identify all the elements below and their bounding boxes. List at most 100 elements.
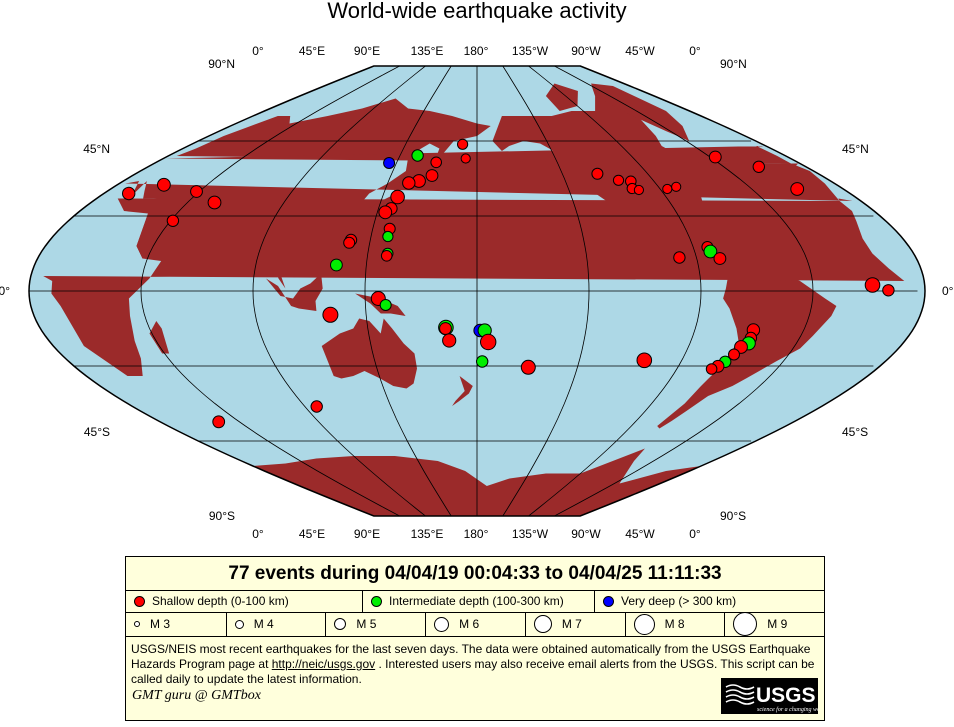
earthquake-marker	[322, 306, 339, 323]
earthquake-marker	[882, 284, 895, 297]
lat-label-left: 45°N	[83, 142, 110, 156]
earthquake-marker	[378, 205, 393, 220]
earthquake-marker	[190, 185, 203, 198]
earthquake-marker	[411, 149, 424, 162]
earthquake-marker	[442, 333, 457, 348]
lat-label-left: 0°	[0, 284, 10, 298]
map-frame	[28, 65, 926, 517]
lon-label-top: 90°W	[571, 44, 601, 58]
magnitude-circle-icon	[533, 615, 552, 633]
legend-intermediate-label: Intermediate depth (100-300 km)	[389, 594, 564, 608]
magnitude-legend-item: M 7	[524, 612, 625, 636]
lon-label-bottom: 135°W	[512, 527, 549, 541]
earthquake-marker	[439, 322, 452, 335]
magnitude-circle-icon	[633, 613, 655, 635]
lon-label-bottom: 0°	[252, 527, 264, 541]
earthquake-marker	[166, 214, 180, 228]
earthquake-marker	[383, 157, 396, 169]
lon-label-bottom: 90°E	[354, 527, 380, 541]
earthquake-marker	[310, 400, 323, 413]
lon-label-top: 90°E	[354, 44, 380, 58]
magnitude-label: M 6	[459, 617, 480, 631]
earthquake-marker	[673, 251, 686, 264]
event-summary: 77 events during 04/04/19 00:04:33 to 04…	[126, 557, 824, 591]
magnitude-circle-icon	[234, 619, 244, 629]
magnitude-label: M 7	[561, 617, 582, 631]
credit-line: GMT guru @ GMTbox	[132, 688, 261, 703]
magnitude-circle-icon	[434, 616, 450, 632]
land-africa	[43, 198, 905, 376]
land-borneo-sumatra	[266, 273, 323, 311]
legend-shallow: Shallow depth (0-100 km)	[126, 590, 362, 612]
note-text-2: . Interested users may also receive emai…	[131, 657, 815, 686]
earthquake-marker	[671, 181, 682, 192]
earthquake-marker	[480, 333, 497, 351]
land-uk	[165, 146, 799, 166]
lat-label-right: 45°N	[842, 142, 869, 156]
lat-label-left: 90°N	[208, 57, 235, 71]
magnitude-legend-item: M 8	[624, 612, 725, 636]
earthquake-marker	[390, 189, 405, 205]
lon-label-bottom: 0°	[689, 527, 701, 541]
land-greenland	[591, 83, 690, 141]
lon-label-bottom: 90°W	[571, 527, 601, 541]
legend-intermediate: Intermediate depth (100-300 km)	[362, 590, 594, 612]
usgs-logo-tagline: science for a changing world	[757, 706, 818, 713]
lon-label-top: 0°	[689, 44, 701, 58]
earthquake-marker	[457, 138, 469, 150]
magnitude-legend-item: M 5	[325, 612, 425, 636]
legend-deep: Very deep (> 300 km)	[594, 590, 824, 612]
lon-label-top: 180°	[464, 44, 489, 58]
lon-label-bottom: 180°	[464, 527, 489, 541]
land-japan	[365, 176, 409, 214]
shallow-dot-icon	[134, 595, 145, 607]
world-map: 0° 0° 45°E 45°E 90°E 90°E 135°E 135°E 180° 180° 13…	[0, 44, 954, 541]
magnitude-legend-item: M 9	[724, 612, 824, 636]
magnitude-label: M 9	[767, 617, 788, 631]
magnitude-label: M 4	[253, 617, 274, 631]
magnitude-label: M 5	[356, 617, 377, 631]
earthquake-marker	[380, 250, 393, 262]
magnitude-legend-item: M 3	[126, 612, 226, 636]
earthquake-marker	[728, 348, 740, 361]
earthquake-marker	[708, 150, 722, 164]
lat-label-right: 90°S	[720, 509, 746, 523]
lon-label-top: 45°E	[299, 44, 325, 58]
earthquake-marker	[122, 186, 136, 201]
earthquake-marker	[520, 359, 536, 375]
earthquake-marker	[633, 184, 645, 196]
earthquake-marker	[402, 176, 416, 190]
earthquake-events	[122, 138, 895, 429]
magnitude-label: M 8	[664, 617, 685, 631]
lat-label-left: 45°S	[84, 425, 110, 439]
earthquake-marker	[460, 153, 471, 164]
magnitude-legend-item: M 6	[425, 612, 525, 636]
legend-box: 77 events during 04/04/19 00:04:33 to 04…	[125, 556, 825, 721]
lon-label-top: 45°W	[625, 44, 655, 58]
land-madagascar	[149, 321, 170, 354]
earthquake-marker	[636, 352, 653, 369]
usgs-link[interactable]: http://neic/usgs.gov	[271, 657, 376, 671]
earthquake-marker	[330, 258, 343, 272]
usgs-logo-text: USGS	[756, 684, 816, 707]
magnitude-label: M 3	[150, 617, 171, 631]
earthquake-marker	[212, 415, 226, 429]
lon-label-top: 0°	[252, 44, 264, 58]
lat-label-left: 90°S	[209, 509, 235, 523]
earthquake-marker	[425, 169, 439, 182]
lon-label-bottom: 135°E	[411, 527, 444, 541]
earthquake-marker	[752, 160, 765, 174]
legend-deep-label: Very deep (> 300 km)	[621, 594, 737, 608]
usgs-logo: USGS science for a changing world	[721, 678, 818, 714]
magnitude-circle-icon	[134, 621, 140, 627]
earthquake-marker	[343, 236, 356, 249]
earthquake-marker	[612, 174, 625, 186]
lon-label-bottom: 45°E	[299, 527, 325, 541]
map-title: World-wide earthquake activity	[327, 0, 627, 23]
land-new-zealand	[452, 376, 473, 406]
graticule	[29, 66, 925, 516]
lat-label-right: 90°N	[720, 57, 747, 71]
lon-label-bottom: 45°W	[625, 527, 655, 541]
legend-shallow-label: Shallow depth (0-100 km)	[152, 594, 289, 608]
intermediate-dot-icon	[371, 595, 382, 607]
